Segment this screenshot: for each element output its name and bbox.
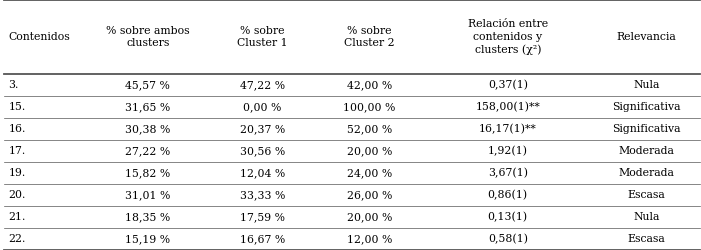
Text: 12,00 %: 12,00 % [347,234,392,244]
Text: % sobre
Cluster 1: % sobre Cluster 1 [237,26,288,48]
Text: 22.: 22. [8,234,26,244]
Text: % sobre
Cluster 2: % sobre Cluster 2 [344,26,395,48]
Text: Relación entre
contenidos y
clusters (χ²): Relación entre contenidos y clusters (χ²… [468,19,548,55]
Text: 33,33 %: 33,33 % [240,190,285,200]
Text: Significativa: Significativa [612,124,681,134]
Text: 42,00 %: 42,00 % [347,80,392,90]
Text: 15.: 15. [8,102,25,112]
Text: 100,00 %: 100,00 % [343,102,395,112]
Text: 17,59 %: 17,59 % [240,212,285,222]
Text: 20,37 %: 20,37 % [240,124,285,134]
Text: 21.: 21. [8,212,26,222]
Text: 27,22 %: 27,22 % [125,146,170,156]
Text: Moderada: Moderada [618,146,674,156]
Text: 0,13(1): 0,13(1) [488,212,528,222]
Text: 0,37(1): 0,37(1) [488,80,528,90]
Text: Relevancia: Relevancia [616,32,676,42]
Text: 18,35 %: 18,35 % [125,212,170,222]
Text: Contenidos: Contenidos [8,32,70,42]
Text: 16.: 16. [8,124,26,134]
Text: 3,67(1): 3,67(1) [488,168,528,178]
Text: 30,56 %: 30,56 % [240,146,285,156]
Text: 16,17(1)**: 16,17(1)** [479,124,537,134]
Text: Nula: Nula [633,212,660,222]
Text: 16,67 %: 16,67 % [240,234,285,244]
Text: 52,00 %: 52,00 % [347,124,392,134]
Text: 45,57 %: 45,57 % [125,80,170,90]
Text: 1,92(1): 1,92(1) [488,146,528,156]
Text: Escasa: Escasa [627,190,665,200]
Text: 30,38 %: 30,38 % [125,124,170,134]
Text: 12,04 %: 12,04 % [240,168,285,178]
Text: Significativa: Significativa [612,102,681,112]
Text: 3.: 3. [8,80,19,90]
Text: 17.: 17. [8,146,25,156]
Text: 31,01 %: 31,01 % [125,190,170,200]
Text: 0,58(1): 0,58(1) [488,234,528,244]
Text: 26,00 %: 26,00 % [347,190,392,200]
Text: 31,65 %: 31,65 % [125,102,170,112]
Text: 47,22 %: 47,22 % [240,80,285,90]
Text: 15,82 %: 15,82 % [125,168,170,178]
Text: Nula: Nula [633,80,660,90]
Text: 20.: 20. [8,190,26,200]
Text: 20,00 %: 20,00 % [347,146,392,156]
Text: 158,00(1)**: 158,00(1)** [475,102,540,112]
Text: 19.: 19. [8,168,25,178]
Text: 0,86(1): 0,86(1) [488,190,528,200]
Text: 0,00 %: 0,00 % [243,102,282,112]
Text: Escasa: Escasa [627,234,665,244]
Text: 20,00 %: 20,00 % [347,212,392,222]
Text: 15,19 %: 15,19 % [125,234,170,244]
Text: 24,00 %: 24,00 % [347,168,392,178]
Text: Moderada: Moderada [618,168,674,178]
Text: % sobre ambos
clusters: % sobre ambos clusters [106,26,190,48]
